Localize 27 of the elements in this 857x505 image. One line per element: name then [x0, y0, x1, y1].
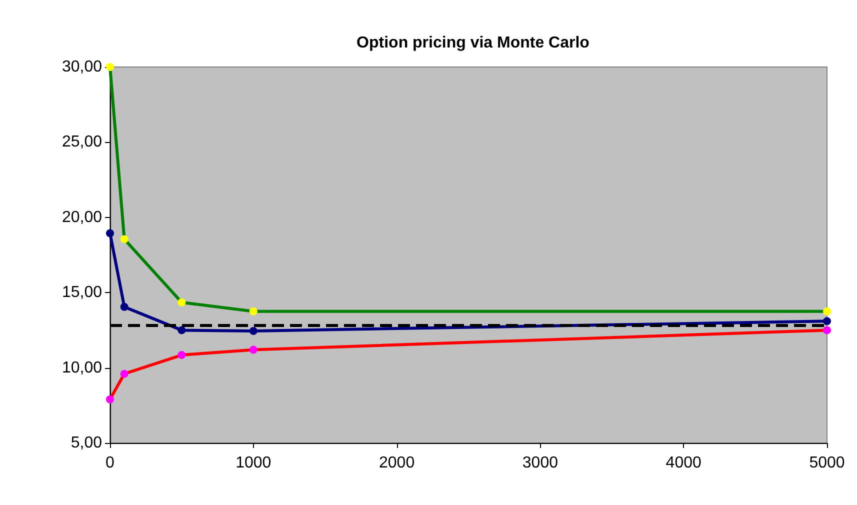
point — [249, 346, 258, 354]
point — [823, 326, 831, 334]
x-tick-label: 0 — [106, 454, 115, 472]
point — [823, 317, 831, 326]
y-tick-label: 20,00 — [62, 208, 102, 226]
x-tick-label: 4000 — [666, 454, 702, 472]
point — [120, 235, 128, 244]
y-tick-label: 30,00 — [62, 58, 102, 76]
point — [106, 395, 114, 404]
point — [823, 307, 831, 316]
chart-title: Option pricing via Monte Carlo — [356, 34, 590, 52]
point — [178, 326, 186, 334]
y-tick-label: 15,00 — [62, 284, 102, 302]
point — [178, 298, 186, 306]
point — [178, 351, 186, 360]
point — [120, 370, 128, 378]
point — [249, 307, 258, 316]
x-tick-label: 3000 — [522, 454, 558, 472]
x-tick-label: 2000 — [379, 454, 415, 472]
point — [249, 326, 258, 335]
x-tick-label: 1000 — [236, 454, 272, 472]
y-tick-label: 25,00 — [62, 134, 102, 151]
point — [120, 302, 128, 311]
y-tick-label: 5,00 — [70, 434, 102, 452]
y-tick-label: 10,00 — [62, 359, 102, 376]
point — [106, 229, 114, 238]
x-tick-label: 5000 — [809, 454, 845, 472]
